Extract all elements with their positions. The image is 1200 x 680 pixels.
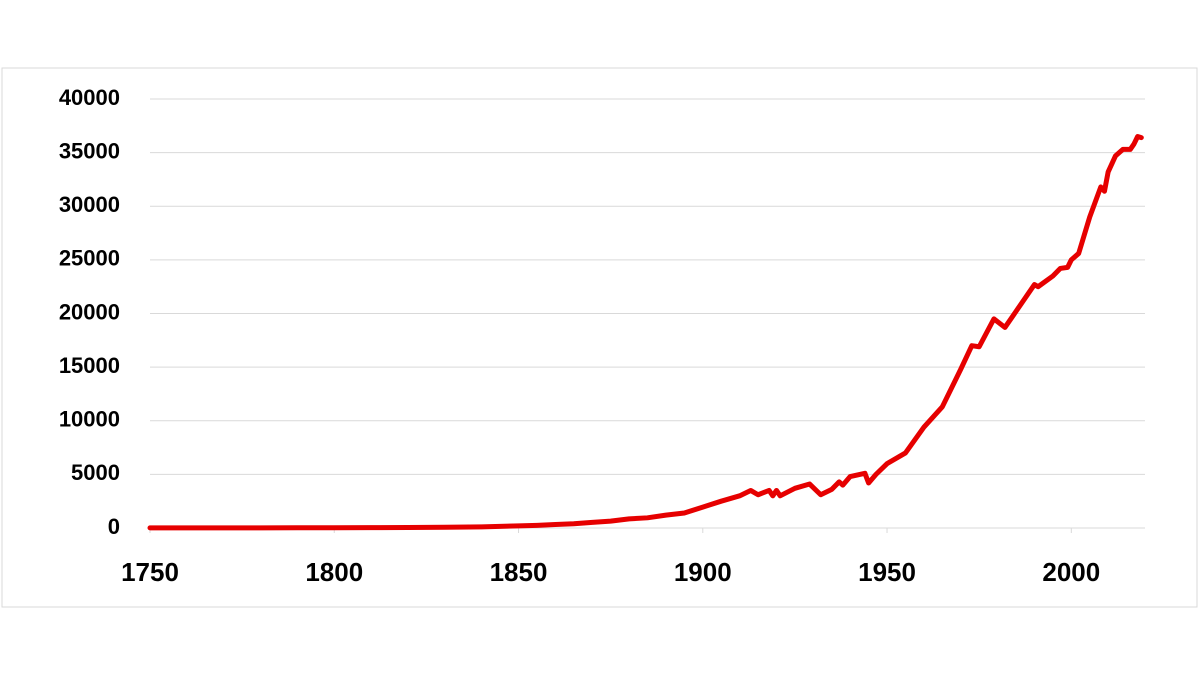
y-tick-label: 35000 xyxy=(59,138,120,163)
x-tick-label: 2000 xyxy=(1042,557,1100,587)
y-tick-label: 30000 xyxy=(59,192,120,217)
x-tick-label: 1900 xyxy=(674,557,732,587)
y-tick-label: 15000 xyxy=(59,353,120,378)
y-tick-label: 20000 xyxy=(59,299,120,324)
y-tick-label: 0 xyxy=(108,514,120,539)
x-tick-label: 1950 xyxy=(858,557,916,587)
y-tick-label: 40000 xyxy=(59,85,120,110)
y-tick-label: 10000 xyxy=(59,407,120,432)
y-tick-label: 25000 xyxy=(59,246,120,271)
x-tick-label: 1850 xyxy=(490,557,548,587)
y-tick-label: 5000 xyxy=(71,460,120,485)
data-line xyxy=(147,134,1144,531)
x-tick-label: 1800 xyxy=(305,557,363,587)
chart-frame xyxy=(1,67,1198,608)
x-tick-label: 1750 xyxy=(121,557,179,587)
